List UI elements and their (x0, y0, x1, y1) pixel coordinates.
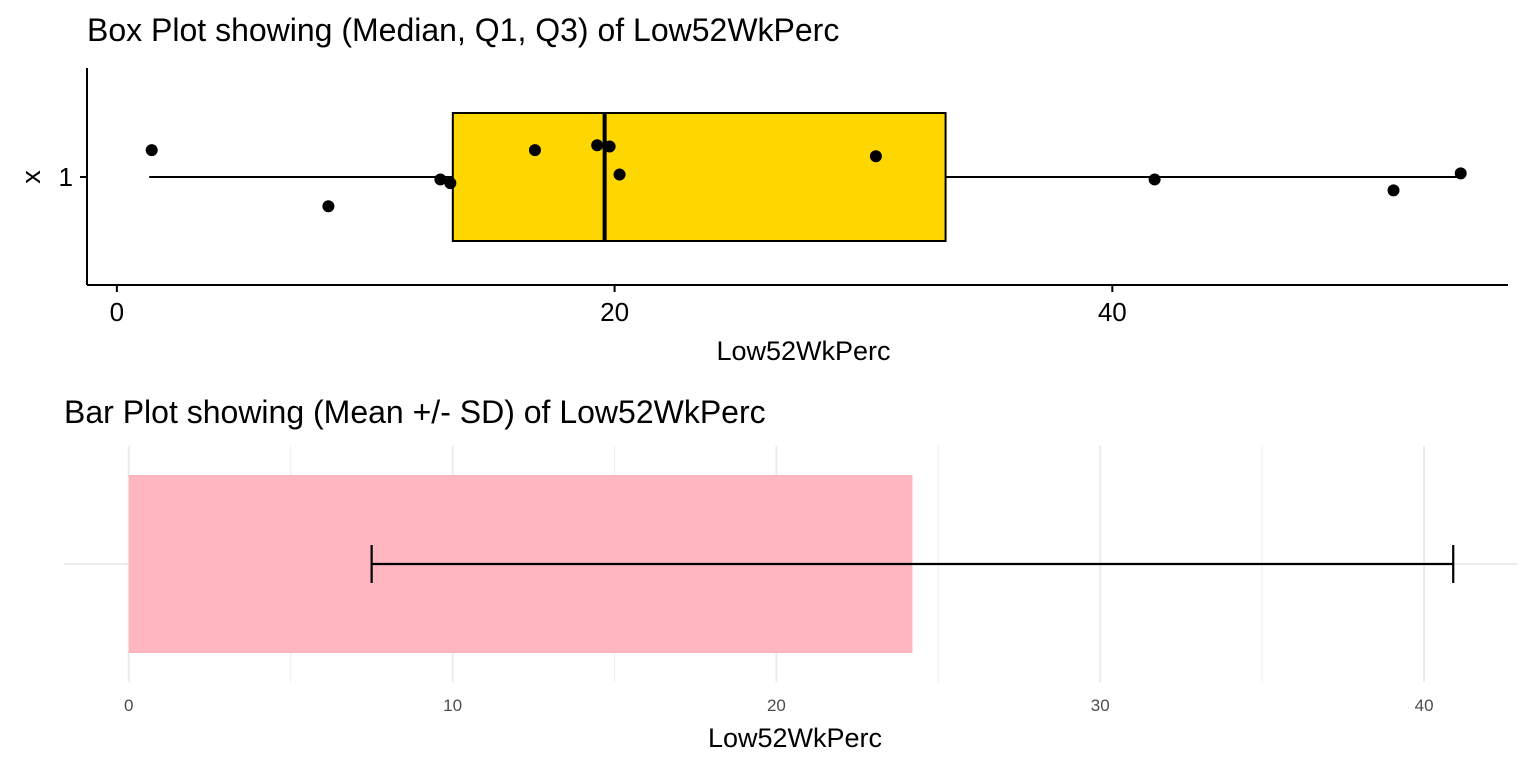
bar-plot-title: Bar Plot showing (Mean +/- SD) of Low52W… (64, 394, 766, 430)
x-tick-label: 20 (767, 696, 786, 715)
x-tick-label: 30 (1091, 696, 1110, 715)
box-plot-title: Box Plot showing (Median, Q1, Q3) of Low… (87, 12, 840, 48)
data-point (444, 177, 457, 190)
data-point (1454, 167, 1467, 180)
x-tick-label: 20 (600, 297, 629, 327)
data-point (603, 140, 616, 153)
x-tick-label: 40 (1415, 696, 1434, 715)
y-axis-title: x (16, 170, 46, 184)
x-tick-label: 0 (124, 696, 133, 715)
data-point (322, 200, 335, 213)
data-point (613, 168, 626, 181)
data-point (1148, 173, 1161, 186)
iqr-box (451, 112, 947, 242)
data-point (591, 139, 604, 152)
data-point (434, 173, 447, 186)
x-tick-label: 10 (443, 696, 462, 715)
x-tick-label: 0 (110, 297, 124, 327)
x-tick-label: 40 (1098, 297, 1127, 327)
box-plot-panel: 1x 0 20 40 Low52WkPerc (16, 68, 1508, 366)
x-axis-title: Low52WkPerc (716, 336, 890, 366)
data-point (1387, 184, 1400, 197)
y-tick-label: 1 (59, 162, 73, 192)
data-point (528, 144, 541, 157)
bar-plot-panel: 0 10 20 30 40 Low52WkPerc (64, 446, 1518, 753)
x-axis-title: Low52WkPerc (708, 723, 882, 753)
data-point (145, 144, 158, 157)
data-point (869, 150, 882, 163)
